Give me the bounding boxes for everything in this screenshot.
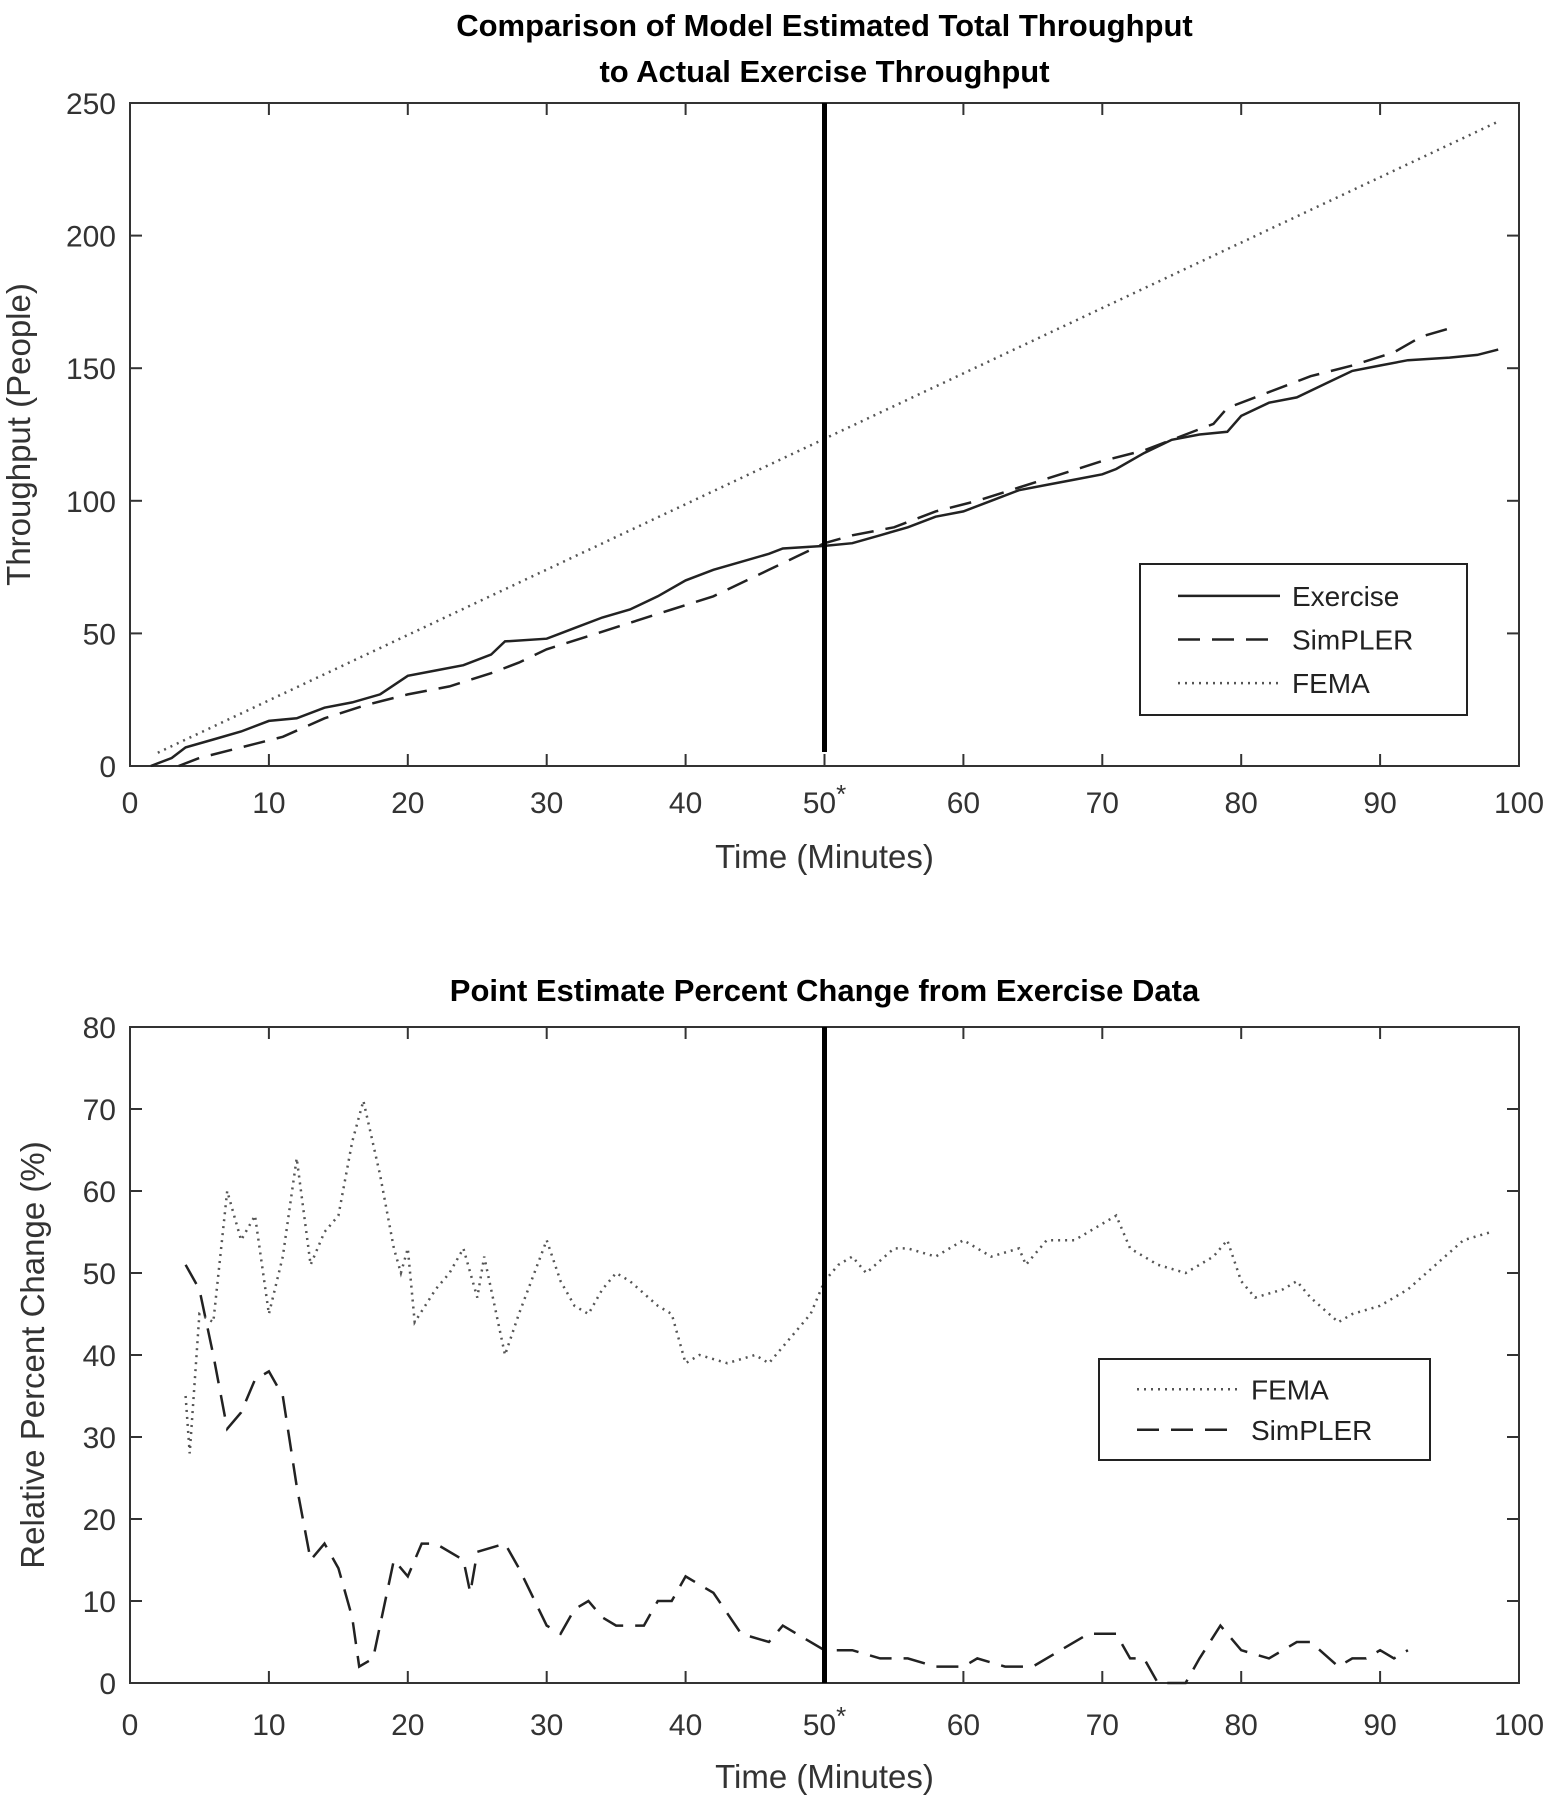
- legend-label: Exercise: [1292, 581, 1399, 612]
- x-tick-label: 50*: [803, 779, 847, 820]
- legend-label: FEMA: [1251, 1374, 1329, 1405]
- chart-title: to Actual Exercise Throughput: [599, 54, 1049, 89]
- x-tick-label: 0: [122, 1709, 139, 1742]
- x-tick-label: 10: [252, 1709, 285, 1742]
- series-line-fema: [184, 1100, 1492, 1454]
- legend-label: SimPLER: [1292, 625, 1413, 656]
- y-tick-label: 0: [99, 751, 116, 784]
- x-tick-label: 50*: [803, 1701, 847, 1742]
- y-tick-label: 100: [66, 486, 116, 519]
- legend-label: FEMA: [1292, 668, 1370, 699]
- x-tick-label: 60: [947, 1709, 980, 1742]
- series-line-simpler: [184, 1264, 1409, 1685]
- x-tick-label: 80: [1225, 1709, 1258, 1742]
- y-tick-label: 0: [99, 1668, 116, 1701]
- y-axis-label: Throughput (People): [0, 283, 37, 586]
- legend-box: [1098, 1358, 1431, 1461]
- legend: Exercise SimPLER FEMA: [1139, 563, 1468, 716]
- x-tick-label: 20: [391, 787, 424, 820]
- x-tick-label: 40: [669, 1709, 702, 1742]
- y-tick-label: 60: [83, 1176, 116, 1209]
- y-tick-label: 50: [83, 618, 116, 651]
- x-axis-label: Time (Minutes): [715, 1758, 934, 1795]
- y-tick-label: 10: [83, 1586, 116, 1619]
- y-tick-label: 50: [83, 1258, 116, 1291]
- y-axis-label: Relative Percent Change (%): [14, 1141, 51, 1568]
- legend-label: SimPLER: [1251, 1415, 1372, 1446]
- series-line-fema: [157, 120, 1499, 754]
- x-tick-label: 90: [1363, 787, 1396, 820]
- x-tick-label: 40: [669, 787, 702, 820]
- y-tick-label: 80: [83, 1012, 116, 1045]
- x-axis-label: Time (Minutes): [715, 838, 934, 875]
- x-tick-label: 0: [122, 787, 139, 820]
- chart-panel-1: Comparison of Model Estimated Total Thro…: [0, 8, 1544, 875]
- x-tick-label: 30: [530, 787, 563, 820]
- y-tick-label: 30: [83, 1422, 116, 1455]
- x-tick-label: 20: [391, 1709, 424, 1742]
- x-tick-label: 90: [1363, 1709, 1396, 1742]
- x-tick-label: 80: [1225, 787, 1258, 820]
- x-tick-label: 70: [1086, 1709, 1119, 1742]
- y-tick-label: 200: [66, 221, 116, 254]
- y-tick-label: 250: [66, 88, 116, 121]
- x-tick-label: 100: [1494, 787, 1544, 820]
- y-tick-label: 150: [66, 353, 116, 386]
- x-tick-label: 60: [947, 787, 980, 820]
- y-tick-label: 40: [83, 1340, 116, 1373]
- x-tick-label: 70: [1086, 787, 1119, 820]
- legend: FEMA SimPLER: [1098, 1358, 1431, 1461]
- chart-title: Point Estimate Percent Change from Exerc…: [450, 973, 1200, 1008]
- chart-panel-2: Point Estimate Percent Change from Exerc…: [14, 973, 1544, 1795]
- x-tick-label: 10: [252, 787, 285, 820]
- x-tick-label: 30: [530, 1709, 563, 1742]
- chart-title: Comparison of Model Estimated Total Thro…: [456, 8, 1193, 43]
- y-tick-label: 70: [83, 1094, 116, 1127]
- x-tick-label: 100: [1494, 1709, 1544, 1742]
- y-tick-label: 20: [83, 1504, 116, 1537]
